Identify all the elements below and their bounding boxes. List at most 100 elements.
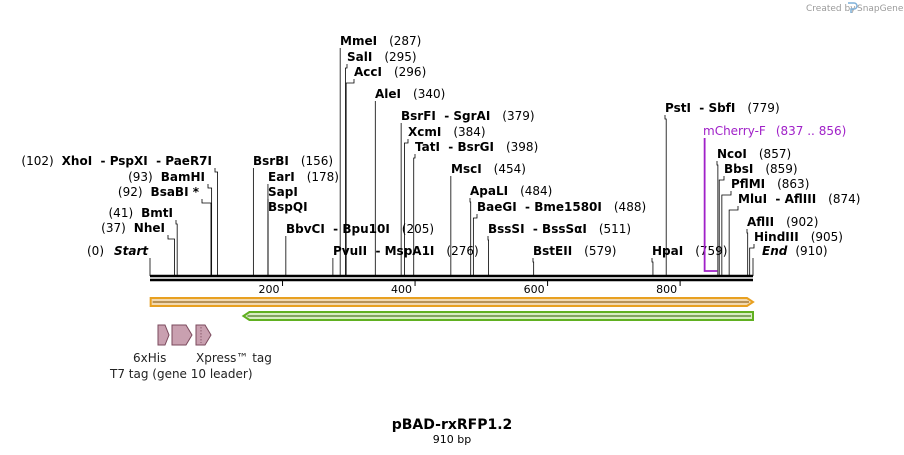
- site-xhoi-pspxi-paer7i[interactable]: (102) XhoI - PspXI - PaeR7I: [21, 154, 218, 276]
- site-psti-sbfi[interactable]: PstI - SbfI (779): [664, 101, 780, 276]
- site-leader-line: [345, 79, 355, 276]
- site-hindiii[interactable]: HindIII (905): [749, 230, 843, 276]
- svg-text:SapI: SapI: [268, 185, 298, 199]
- svg-text:ApaLI(484): ApaLI (484): [470, 184, 552, 198]
- site-bbsi[interactable]: BbsI (859): [718, 162, 798, 276]
- site-position: (276): [446, 244, 478, 258]
- svg-text:BsrBI(156): BsrBI (156): [253, 154, 333, 168]
- site-position: (398): [506, 140, 538, 154]
- site-bbvci-bpu10i[interactable]: BbvCI - Bpu10I (205): [285, 222, 434, 276]
- site-name: AflII: [747, 215, 774, 229]
- site-leader-line: [167, 235, 175, 276]
- site-position: (41): [109, 206, 134, 220]
- site-position: (156): [301, 154, 333, 168]
- svg-text:TatI - BsrGI(398): TatI - BsrGI (398): [415, 140, 538, 154]
- svg-text:HpaI(759): HpaI (759): [652, 244, 727, 258]
- site-position: (178): [307, 170, 339, 184]
- tag-label-t7: T7 tag (gene 10 leader): [109, 367, 253, 381]
- map-subtitle: 910 bp: [433, 433, 471, 446]
- svg-text:BaeGI - Bme1580I(488): BaeGI - Bme1580I (488): [477, 200, 646, 214]
- site-bspqi[interactable]: BspQI: [267, 200, 308, 276]
- end-marker: End (910): [752, 244, 828, 276]
- tick-label: 200: [259, 283, 280, 296]
- site-name: PvuII - MspA1I: [333, 244, 434, 258]
- site-position: (340): [413, 87, 445, 101]
- tag-arrow-xpress[interactable]: [195, 324, 212, 346]
- site-position: (579): [584, 244, 616, 258]
- site-name: AccI: [354, 65, 382, 79]
- tag-arrow-t7[interactable]: [171, 324, 193, 346]
- site-position: (488): [614, 200, 646, 214]
- site-pflmi[interactable]: PflMI (863): [721, 177, 810, 276]
- site-alei[interactable]: AleI (340): [374, 87, 445, 276]
- site-acci[interactable]: AccI (296): [345, 65, 426, 276]
- site-position: (857): [759, 147, 791, 161]
- site-position: (759): [695, 244, 727, 258]
- site-bsrbi[interactable]: BsrBI (156): [252, 154, 333, 276]
- site-leader-line: [716, 161, 719, 276]
- site-leader-line: [201, 199, 212, 276]
- site-hpai[interactable]: HpaI (759): [651, 244, 727, 276]
- site-msci[interactable]: MscI (454): [450, 162, 526, 276]
- site-leader-line: [487, 236, 490, 276]
- site-position: (511): [599, 222, 631, 236]
- tag-arrow-6xhis[interactable]: [157, 324, 170, 346]
- tick-label: 400: [391, 283, 412, 296]
- svg-text:(41)BmtI: (41) BmtI: [109, 206, 174, 220]
- site-leader-line: [345, 64, 348, 276]
- site-position: (905): [811, 230, 843, 244]
- svg-text:XcmI(384): XcmI (384): [408, 125, 486, 139]
- site-position: (874): [828, 192, 860, 206]
- site-leader-line: [718, 176, 725, 276]
- site-name: EarI: [268, 170, 295, 184]
- svg-text:910 bp: 910 bp: [433, 433, 471, 446]
- site-name: XcmI: [408, 125, 441, 139]
- site-position: (384): [453, 125, 485, 139]
- site-aflii[interactable]: AflII (902): [746, 215, 818, 276]
- site-name: SalI: [347, 50, 372, 64]
- svg-text:Xpress™ tag: Xpress™ tag: [196, 351, 272, 365]
- site-position: (379): [502, 109, 534, 123]
- site-pvuii-mspa1i[interactable]: PvuII - MspA1I (276): [332, 244, 479, 276]
- site-bsrfi-sgrai[interactable]: BsrFI - SgrAI (379): [400, 109, 535, 276]
- svg-text:BbsI(859): BbsI (859): [724, 162, 798, 176]
- site-mlui-afliii[interactable]: MluI - AflIII (874): [728, 192, 860, 276]
- map-title: pBAD-rxRFP1.2: [392, 417, 513, 433]
- svg-text:(92)BsaBI *: (92) BsaBI *: [118, 185, 200, 199]
- site-name: MmeI: [340, 34, 377, 48]
- site-name: NheI: [134, 221, 165, 235]
- svg-text:AccI(296): AccI (296): [354, 65, 426, 79]
- site-leader-line: [664, 115, 667, 276]
- primer-arrow: [703, 138, 718, 272]
- site-bmti[interactable]: (41) BmtI: [109, 206, 178, 276]
- svg-text:(37)NheI: (37) NheI: [101, 221, 165, 235]
- site-bsteii[interactable]: BstEII (579): [532, 244, 616, 276]
- site-xcmi[interactable]: XcmI (384): [404, 125, 486, 276]
- site-ncoi[interactable]: NcoI (857): [716, 147, 791, 276]
- svg-text:PvuII - MspA1I(276): PvuII - MspA1I (276): [333, 244, 479, 258]
- site-mmei[interactable]: MmeI (287): [339, 34, 421, 276]
- svg-text:AflII(902): AflII (902): [747, 215, 818, 229]
- site-leader-line: [214, 168, 218, 276]
- site-bsssi-bsss-i[interactable]: BssSI - BssSαI (511): [487, 222, 631, 276]
- site-name: TatI - BsrGI: [415, 140, 494, 154]
- site-sali[interactable]: SalI (295): [345, 50, 417, 276]
- site-name: BstEII: [533, 244, 572, 258]
- site-position: (779): [747, 101, 779, 115]
- site-name: BbvCI - Bpu10I: [286, 222, 390, 236]
- site-name: BspQI: [268, 200, 308, 214]
- site-bamhi[interactable]: (93) BamHI: [128, 170, 213, 276]
- svg-text:BspQI: BspQI: [268, 200, 308, 214]
- site-baegi-bme1580i[interactable]: BaeGI - Bme1580I (488): [472, 200, 646, 276]
- site-nhei[interactable]: (37) NheI: [101, 221, 175, 276]
- site-name: BsaBI *: [151, 185, 200, 199]
- svg-text:BbvCI - Bpu10I(205): BbvCI - Bpu10I (205): [286, 222, 434, 236]
- site-tati-bsrgi[interactable]: TatI - BsrGI (398): [413, 140, 539, 276]
- end-label: End: [762, 244, 788, 258]
- site-apali[interactable]: ApaLI (484): [469, 184, 552, 276]
- site-bsabi[interactable]: (92) BsaBI *: [118, 185, 212, 276]
- primer-mcherry-f[interactable]: mCherry-F (837 .. 856): [703, 124, 846, 272]
- site-leader-line: [651, 258, 654, 276]
- site-position: (205): [402, 222, 434, 236]
- site-position: (295): [384, 50, 416, 64]
